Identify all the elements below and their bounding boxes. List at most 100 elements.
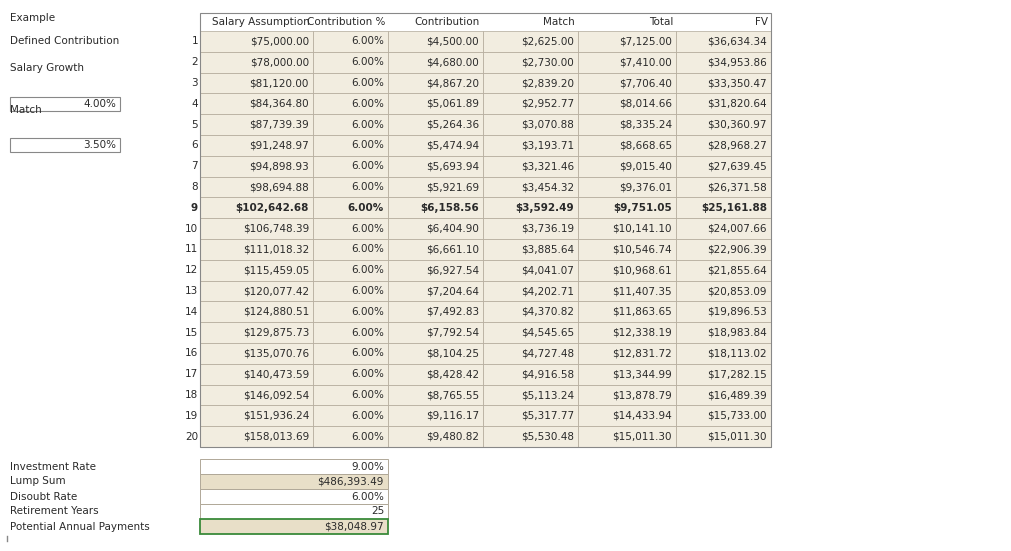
Bar bbox=[200, 280, 313, 301]
Text: $30,360.97: $30,360.97 bbox=[708, 120, 767, 129]
Text: $8,668.65: $8,668.65 bbox=[619, 141, 672, 150]
Text: 19: 19 bbox=[185, 411, 198, 421]
Bar bbox=[313, 322, 388, 343]
Text: $5,113.24: $5,113.24 bbox=[521, 390, 574, 400]
Text: $140,473.59: $140,473.59 bbox=[243, 369, 309, 379]
Text: $18,113.02: $18,113.02 bbox=[708, 348, 767, 358]
Bar bbox=[200, 489, 388, 504]
Text: $3,321.46: $3,321.46 bbox=[521, 161, 574, 171]
Text: 6.00%: 6.00% bbox=[351, 78, 384, 88]
Text: $13,878.79: $13,878.79 bbox=[613, 390, 672, 400]
Text: $22,906.39: $22,906.39 bbox=[708, 245, 767, 255]
Bar bbox=[313, 280, 388, 301]
Bar bbox=[483, 260, 578, 280]
Bar bbox=[483, 197, 578, 218]
Bar bbox=[200, 426, 313, 447]
Text: $84,364.80: $84,364.80 bbox=[250, 99, 309, 109]
Text: $5,317.77: $5,317.77 bbox=[521, 411, 574, 421]
Text: Salary Assumption: Salary Assumption bbox=[212, 17, 310, 27]
Text: $2,730.00: $2,730.00 bbox=[522, 57, 574, 67]
Text: $12,338.19: $12,338.19 bbox=[613, 328, 672, 338]
Bar bbox=[200, 406, 313, 426]
Bar bbox=[483, 31, 578, 52]
Text: Example: Example bbox=[10, 13, 56, 23]
Bar bbox=[313, 156, 388, 177]
Text: $7,492.83: $7,492.83 bbox=[426, 307, 479, 317]
Text: $7,410.00: $7,410.00 bbox=[620, 57, 672, 67]
Text: 6.00%: 6.00% bbox=[351, 431, 384, 441]
Bar bbox=[578, 406, 676, 426]
Text: FV: FV bbox=[755, 17, 768, 27]
Text: $158,013.69: $158,013.69 bbox=[243, 431, 309, 441]
Bar bbox=[483, 156, 578, 177]
Bar bbox=[313, 301, 388, 322]
Bar bbox=[388, 197, 483, 218]
Bar bbox=[578, 239, 676, 260]
Bar bbox=[388, 218, 483, 239]
Bar bbox=[578, 94, 676, 114]
Text: $11,407.35: $11,407.35 bbox=[613, 286, 672, 296]
Bar bbox=[676, 218, 771, 239]
Text: $135,070.76: $135,070.76 bbox=[243, 348, 309, 358]
Text: $20,853.09: $20,853.09 bbox=[708, 286, 767, 296]
Bar bbox=[676, 260, 771, 280]
Bar bbox=[578, 197, 676, 218]
Text: Disoubt Rate: Disoubt Rate bbox=[10, 491, 77, 501]
Bar bbox=[200, 13, 771, 447]
Text: $3,736.19: $3,736.19 bbox=[521, 224, 574, 234]
Text: $16,489.39: $16,489.39 bbox=[708, 390, 767, 400]
Bar bbox=[676, 426, 771, 447]
Bar bbox=[676, 94, 771, 114]
Bar bbox=[676, 197, 771, 218]
Text: $4,867.20: $4,867.20 bbox=[426, 78, 479, 88]
Bar bbox=[313, 73, 388, 94]
Bar bbox=[676, 343, 771, 364]
Text: $4,916.58: $4,916.58 bbox=[521, 369, 574, 379]
Bar bbox=[388, 385, 483, 406]
Text: $12,831.72: $12,831.72 bbox=[613, 348, 672, 358]
Text: $7,792.54: $7,792.54 bbox=[426, 328, 479, 338]
Text: 8: 8 bbox=[191, 182, 198, 192]
Bar bbox=[578, 426, 676, 447]
Text: $8,014.66: $8,014.66 bbox=[619, 99, 672, 109]
Bar bbox=[313, 135, 388, 156]
Bar bbox=[388, 426, 483, 447]
Text: $9,376.01: $9,376.01 bbox=[619, 182, 672, 192]
Bar bbox=[483, 343, 578, 364]
Text: $15,011.30: $15,011.30 bbox=[613, 431, 672, 441]
Text: 6.00%: 6.00% bbox=[351, 369, 384, 379]
Bar bbox=[578, 343, 676, 364]
Bar bbox=[200, 504, 388, 519]
Text: 14: 14 bbox=[185, 307, 198, 317]
Text: $8,428.42: $8,428.42 bbox=[426, 369, 479, 379]
Text: 15: 15 bbox=[185, 328, 198, 338]
Bar bbox=[200, 197, 313, 218]
Text: Retirement Years: Retirement Years bbox=[10, 506, 99, 516]
Text: 25: 25 bbox=[371, 506, 384, 516]
Text: $3,592.49: $3,592.49 bbox=[516, 203, 574, 213]
Text: 16: 16 bbox=[185, 348, 198, 358]
Bar bbox=[578, 31, 676, 52]
Bar bbox=[313, 406, 388, 426]
Text: $5,264.36: $5,264.36 bbox=[426, 120, 479, 129]
Bar bbox=[200, 156, 313, 177]
Text: 1: 1 bbox=[191, 36, 198, 46]
Text: $151,936.24: $151,936.24 bbox=[243, 411, 309, 421]
Text: $78,000.00: $78,000.00 bbox=[250, 57, 309, 67]
Bar bbox=[676, 31, 771, 52]
Text: $33,350.47: $33,350.47 bbox=[708, 78, 767, 88]
Bar bbox=[200, 364, 313, 385]
Text: $24,007.66: $24,007.66 bbox=[708, 224, 767, 234]
Bar bbox=[388, 364, 483, 385]
Bar bbox=[676, 156, 771, 177]
Text: $11,863.65: $11,863.65 bbox=[613, 307, 672, 317]
Text: Contribution %: Contribution % bbox=[306, 17, 385, 27]
Text: 6.00%: 6.00% bbox=[351, 245, 384, 255]
Text: $87,739.39: $87,739.39 bbox=[250, 120, 309, 129]
Text: $4,500.00: $4,500.00 bbox=[427, 36, 479, 46]
Bar bbox=[200, 459, 388, 474]
Text: 6.00%: 6.00% bbox=[351, 390, 384, 400]
Text: 3: 3 bbox=[191, 78, 198, 88]
Bar bbox=[483, 426, 578, 447]
Text: $120,077.42: $120,077.42 bbox=[243, 286, 309, 296]
